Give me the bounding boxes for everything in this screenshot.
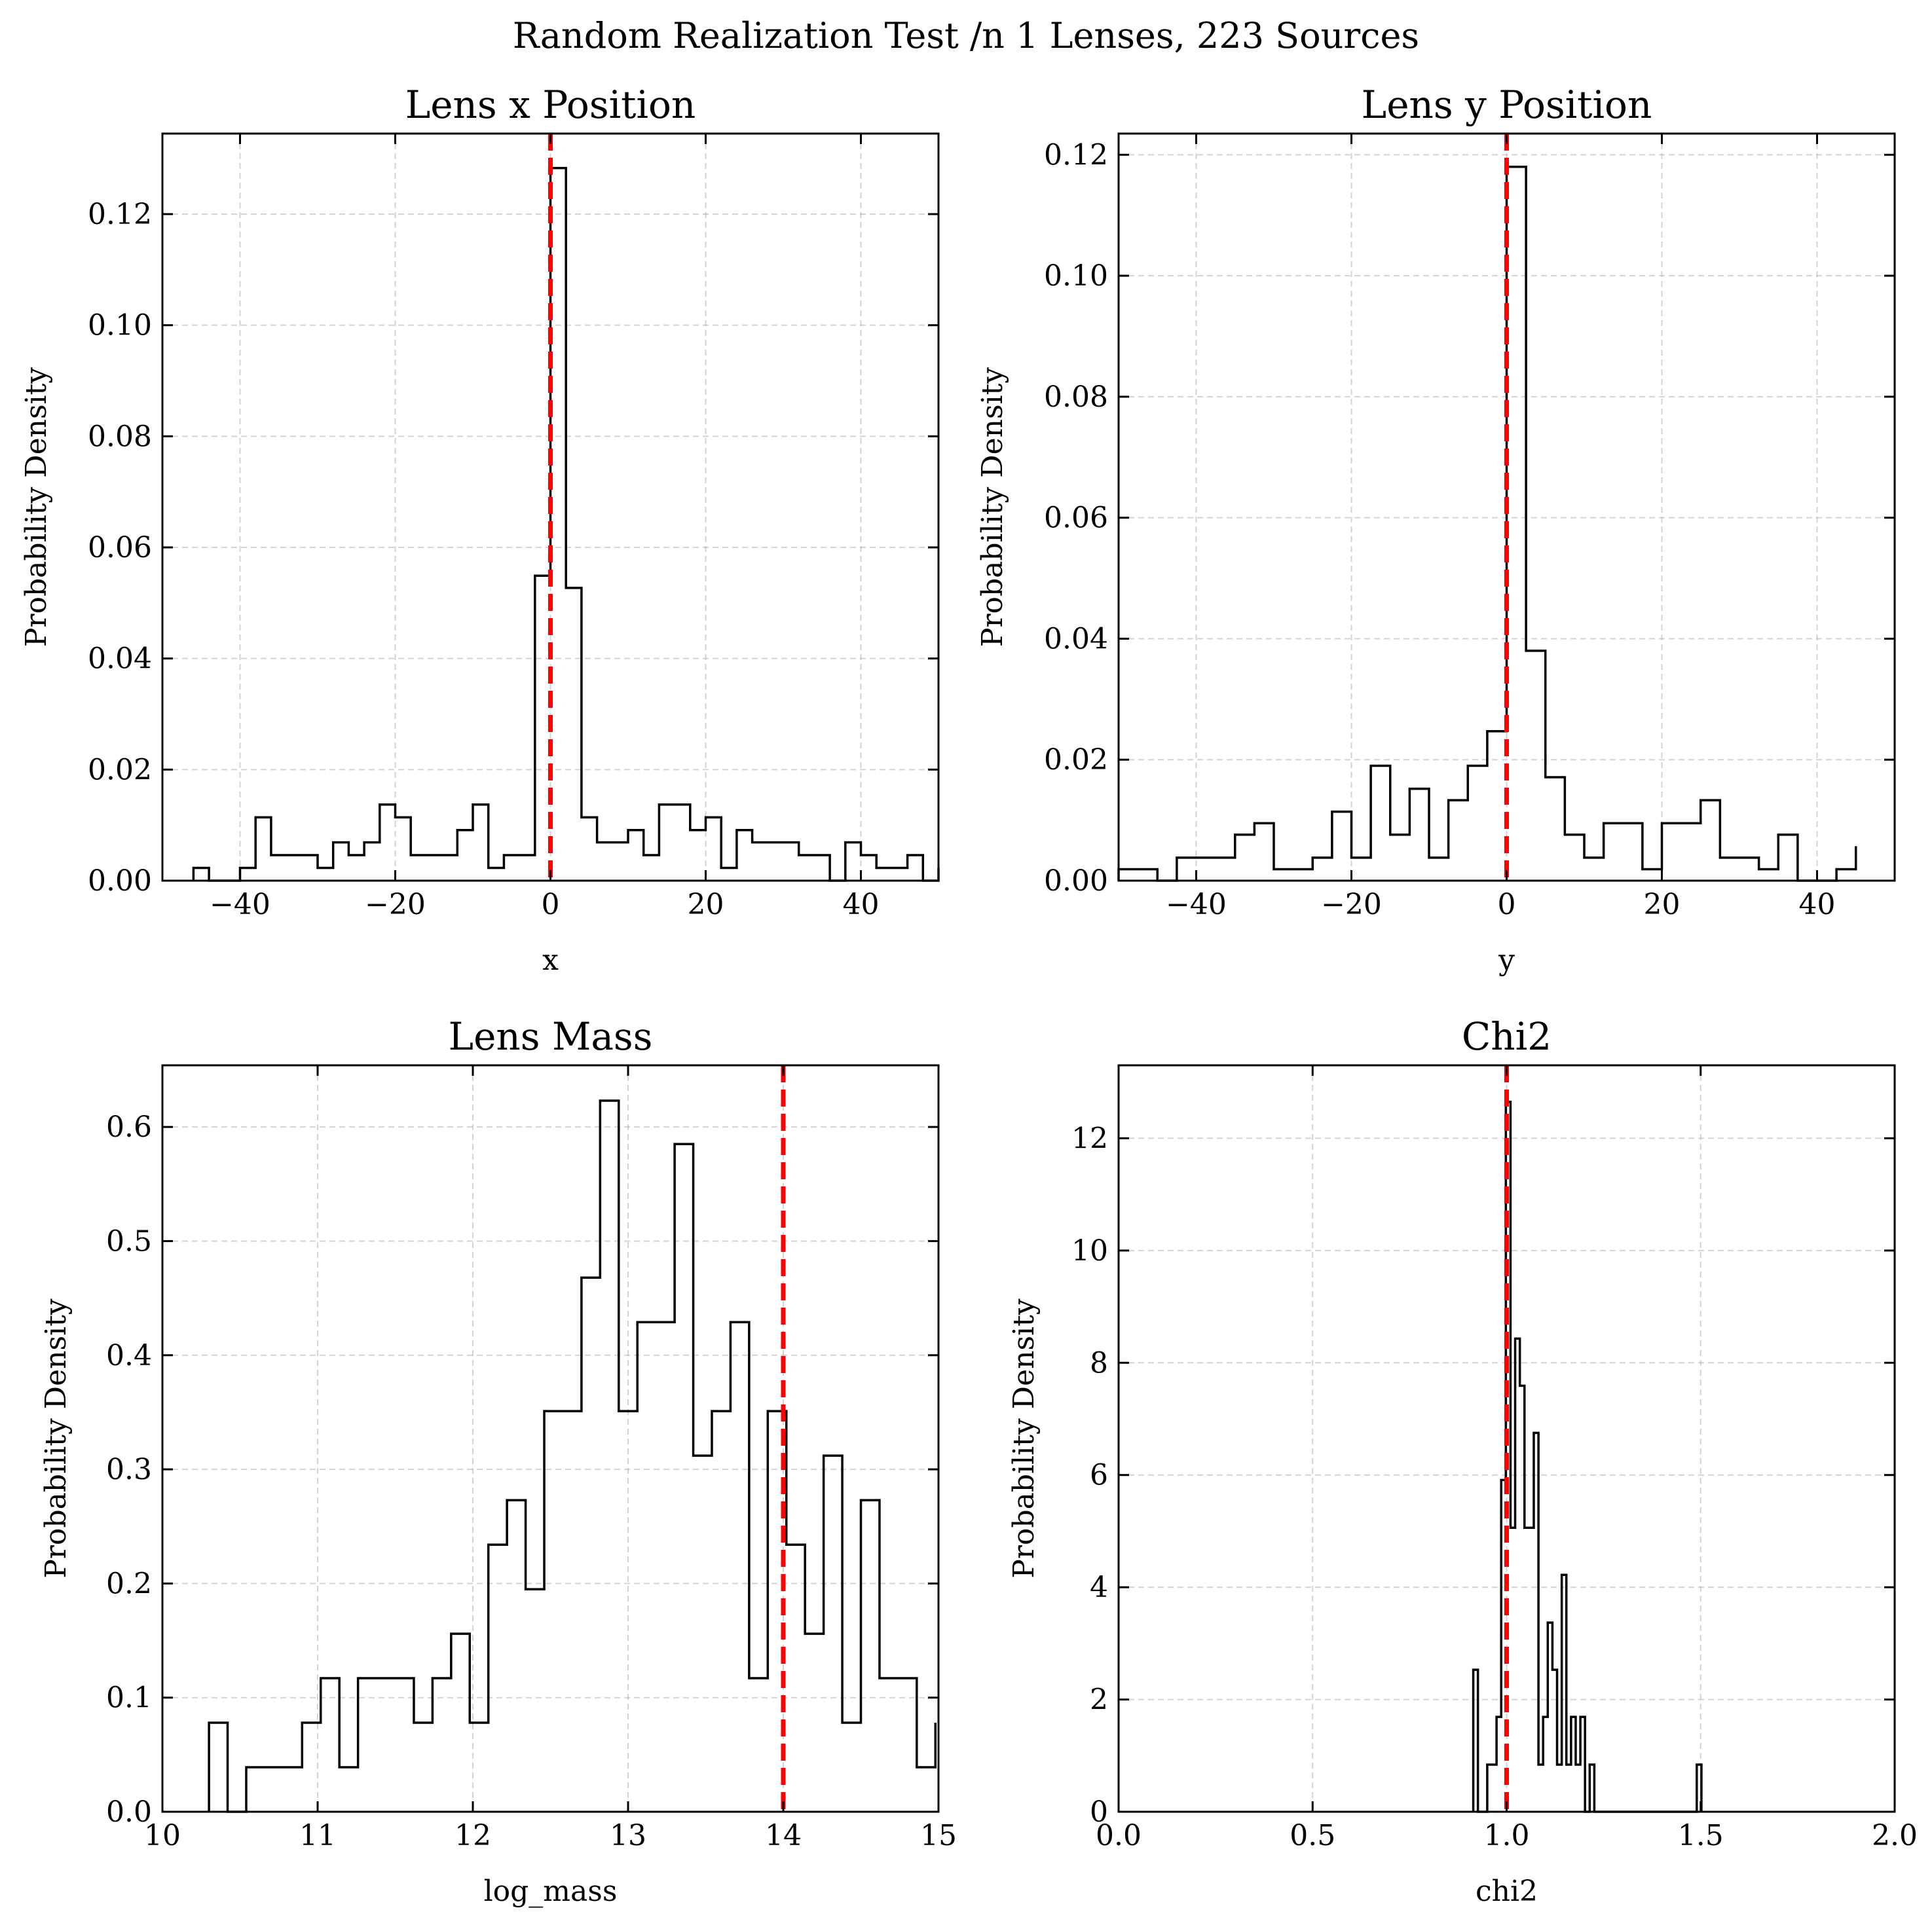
panel-y-position-xtick-label-3: 20 (1644, 888, 1681, 921)
panel-chi2-xtick-label-2: 1.0 (1484, 1819, 1530, 1852)
panel-x-position-ytick-label-4: 0.08 (88, 420, 152, 453)
panel-y-position-ylabel: Probability Density (976, 367, 1009, 647)
panels: −40 −20 0 20 400.000.020.040.060.080.100.12L… (20, 83, 1918, 1908)
panel-y-position-ytick-label-2: 0.04 (1044, 622, 1108, 655)
panel-chi2-xtick-label-3: 1.5 (1678, 1819, 1724, 1852)
panel-x-position-histogram-step (192, 166, 940, 882)
panel-mass-xtick-label-0: 10 (144, 1819, 181, 1852)
panel-chi2: 0.0 0.5 1.0 1.5 2.0 0 2 4 6 8 10 12 Chi2 chi2 Probabil… (1007, 1014, 1918, 1908)
panel-mass-ytick-label-4: 0.4 (106, 1339, 152, 1372)
panel-x-position-xtick-label-1: −20 (365, 888, 426, 921)
panel-x-position-ytick-label-2: 0.04 (88, 642, 152, 676)
panel-mass-xtick-label-5: 15 (920, 1819, 957, 1852)
panel-mass-xlabel: log_mass (484, 1875, 618, 1908)
panel-mass-ytick-label-1: 0.1 (106, 1681, 152, 1715)
panel-x-position-title: Lens x Position (405, 83, 696, 127)
panel-mass-xtick-label-3: 13 (610, 1819, 646, 1852)
panel-x-position-ytick-label-5: 0.10 (88, 309, 152, 342)
panel-chi2-ytick-label-2: 4 (1090, 1571, 1108, 1604)
panel-mass-ytick-label-5: 0.5 (106, 1224, 152, 1258)
panel-x-position-ytick-label-1: 0.02 (88, 753, 152, 786)
panel-y-position-ytick-label-5: 0.10 (1044, 259, 1108, 293)
panel-mass-ytick-label-0: 0.0 (106, 1795, 152, 1829)
panel-mass-axes-frame (161, 1064, 940, 1813)
panel-x-position-ytick-label-3: 0.06 (88, 531, 152, 564)
panel-mass-xtick-label-2: 12 (455, 1819, 491, 1852)
panel-chi2-ytick-label-1: 2 (1090, 1683, 1108, 1717)
panel-chi2-xtick-label-0: 0.0 (1096, 1819, 1142, 1852)
panel-mass-ylabel: Probability Density (39, 1298, 73, 1578)
panel-y-position-histogram-step (1117, 166, 1857, 882)
figure-suptitle: Random Realization Test /n 1 Lenses, 223… (513, 15, 1419, 56)
panel-chi2-title: Chi2 (1462, 1014, 1551, 1059)
panel-y-position-xlabel: y (1498, 944, 1515, 977)
panel-mass: 10 11 12 13 14 15 0.0 0.1 0.2 0.3 0.4 0.5 0.6 Lens Ma… (39, 1014, 957, 1908)
panel-mass-xtick-label-1: 11 (299, 1819, 336, 1852)
panel-y-position-xtick-label-2: 0 (1498, 888, 1516, 921)
panel-chi2-ytick-label-0: 0 (1090, 1795, 1108, 1829)
panel-mass-grid (162, 1065, 939, 1812)
panel-chi2-ytick-label-4: 8 (1090, 1346, 1108, 1380)
panel-x-position-xlabel: x (542, 944, 559, 977)
panel-x-position-ticks: −40 −20 0 20 40 0.00 0.02 0.04 0.06 0.08 0.10 0.12 (88, 134, 938, 921)
panel-y-position-title: Lens y Position (1362, 83, 1652, 127)
panel-mass-ytick-label-2: 0.2 (106, 1567, 152, 1600)
panel-y-position-ytick-label-1: 0.02 (1044, 743, 1108, 777)
panel-chi2-xtick-label-1: 0.5 (1290, 1819, 1335, 1852)
panel-x-position: −40 −20 0 20 40 0.00 0.02 0.04 0.06 0.08 0.10 0.12 L… (20, 83, 940, 977)
panel-y-position-ytick-label-0: 0.00 (1044, 864, 1108, 898)
panel-chi2-ticks: 0.0 0.5 1.0 1.5 2.0 0 2 4 6 8 10 12 (1071, 1065, 1918, 1852)
panel-y-position-xtick-label-1: −20 (1321, 888, 1382, 921)
panel-y-position-ytick-label-6: 0.12 (1044, 138, 1108, 172)
panel-y-position-xtick-label-4: 40 (1799, 888, 1836, 921)
panel-y-position-ticks: −40 −20 0 20 40 0.00 0.02 0.04 0.06 0.08 0.10 0.12 (1044, 134, 1895, 921)
panel-y-position: −40 −20 0 20 40 0.00 0.02 0.04 0.06 0.08 0.10 0.12 L… (976, 83, 1896, 977)
panel-mass-ytick-label-6: 0.6 (106, 1110, 152, 1144)
panel-x-position-ytick-label-6: 0.12 (88, 198, 152, 231)
panel-x-position-xtick-label-0: −40 (210, 888, 270, 921)
panel-y-position-ytick-label-4: 0.08 (1044, 380, 1108, 414)
panel-x-position-ytick-label-0: 0.00 (88, 864, 152, 898)
panel-chi2-ytick-label-5: 10 (1071, 1234, 1108, 1268)
panel-mass-xtick-label-4: 14 (765, 1819, 802, 1852)
panel-chi2-ytick-label-6: 12 (1071, 1122, 1108, 1155)
panel-mass-title: Lens Mass (449, 1014, 653, 1059)
panel-mass-histogram-step (208, 1099, 937, 1813)
panel-chi2-xtick-label-4: 2.0 (1872, 1819, 1918, 1852)
panel-y-position-xtick-label-0: −40 (1166, 888, 1227, 921)
panel-x-position-xtick-label-3: 20 (688, 888, 724, 921)
panel-mass-ytick-label-3: 0.3 (106, 1453, 152, 1486)
panel-chi2-ylabel: Probability Density (1007, 1298, 1041, 1578)
panel-chi2-xlabel: chi2 (1476, 1875, 1538, 1908)
panel-x-position-ylabel: Probability Density (20, 367, 53, 647)
panel-chi2-ytick-label-3: 6 (1090, 1459, 1108, 1492)
panel-y-position-ytick-label-3: 0.06 (1044, 502, 1108, 535)
panel-mass-ticks: 10 11 12 13 14 15 0.0 0.1 0.2 0.3 0.4 0.5 0.6 (106, 1065, 957, 1852)
panel-x-position-xtick-label-4: 40 (843, 888, 880, 921)
panel-x-position-xtick-label-2: 0 (542, 888, 560, 921)
